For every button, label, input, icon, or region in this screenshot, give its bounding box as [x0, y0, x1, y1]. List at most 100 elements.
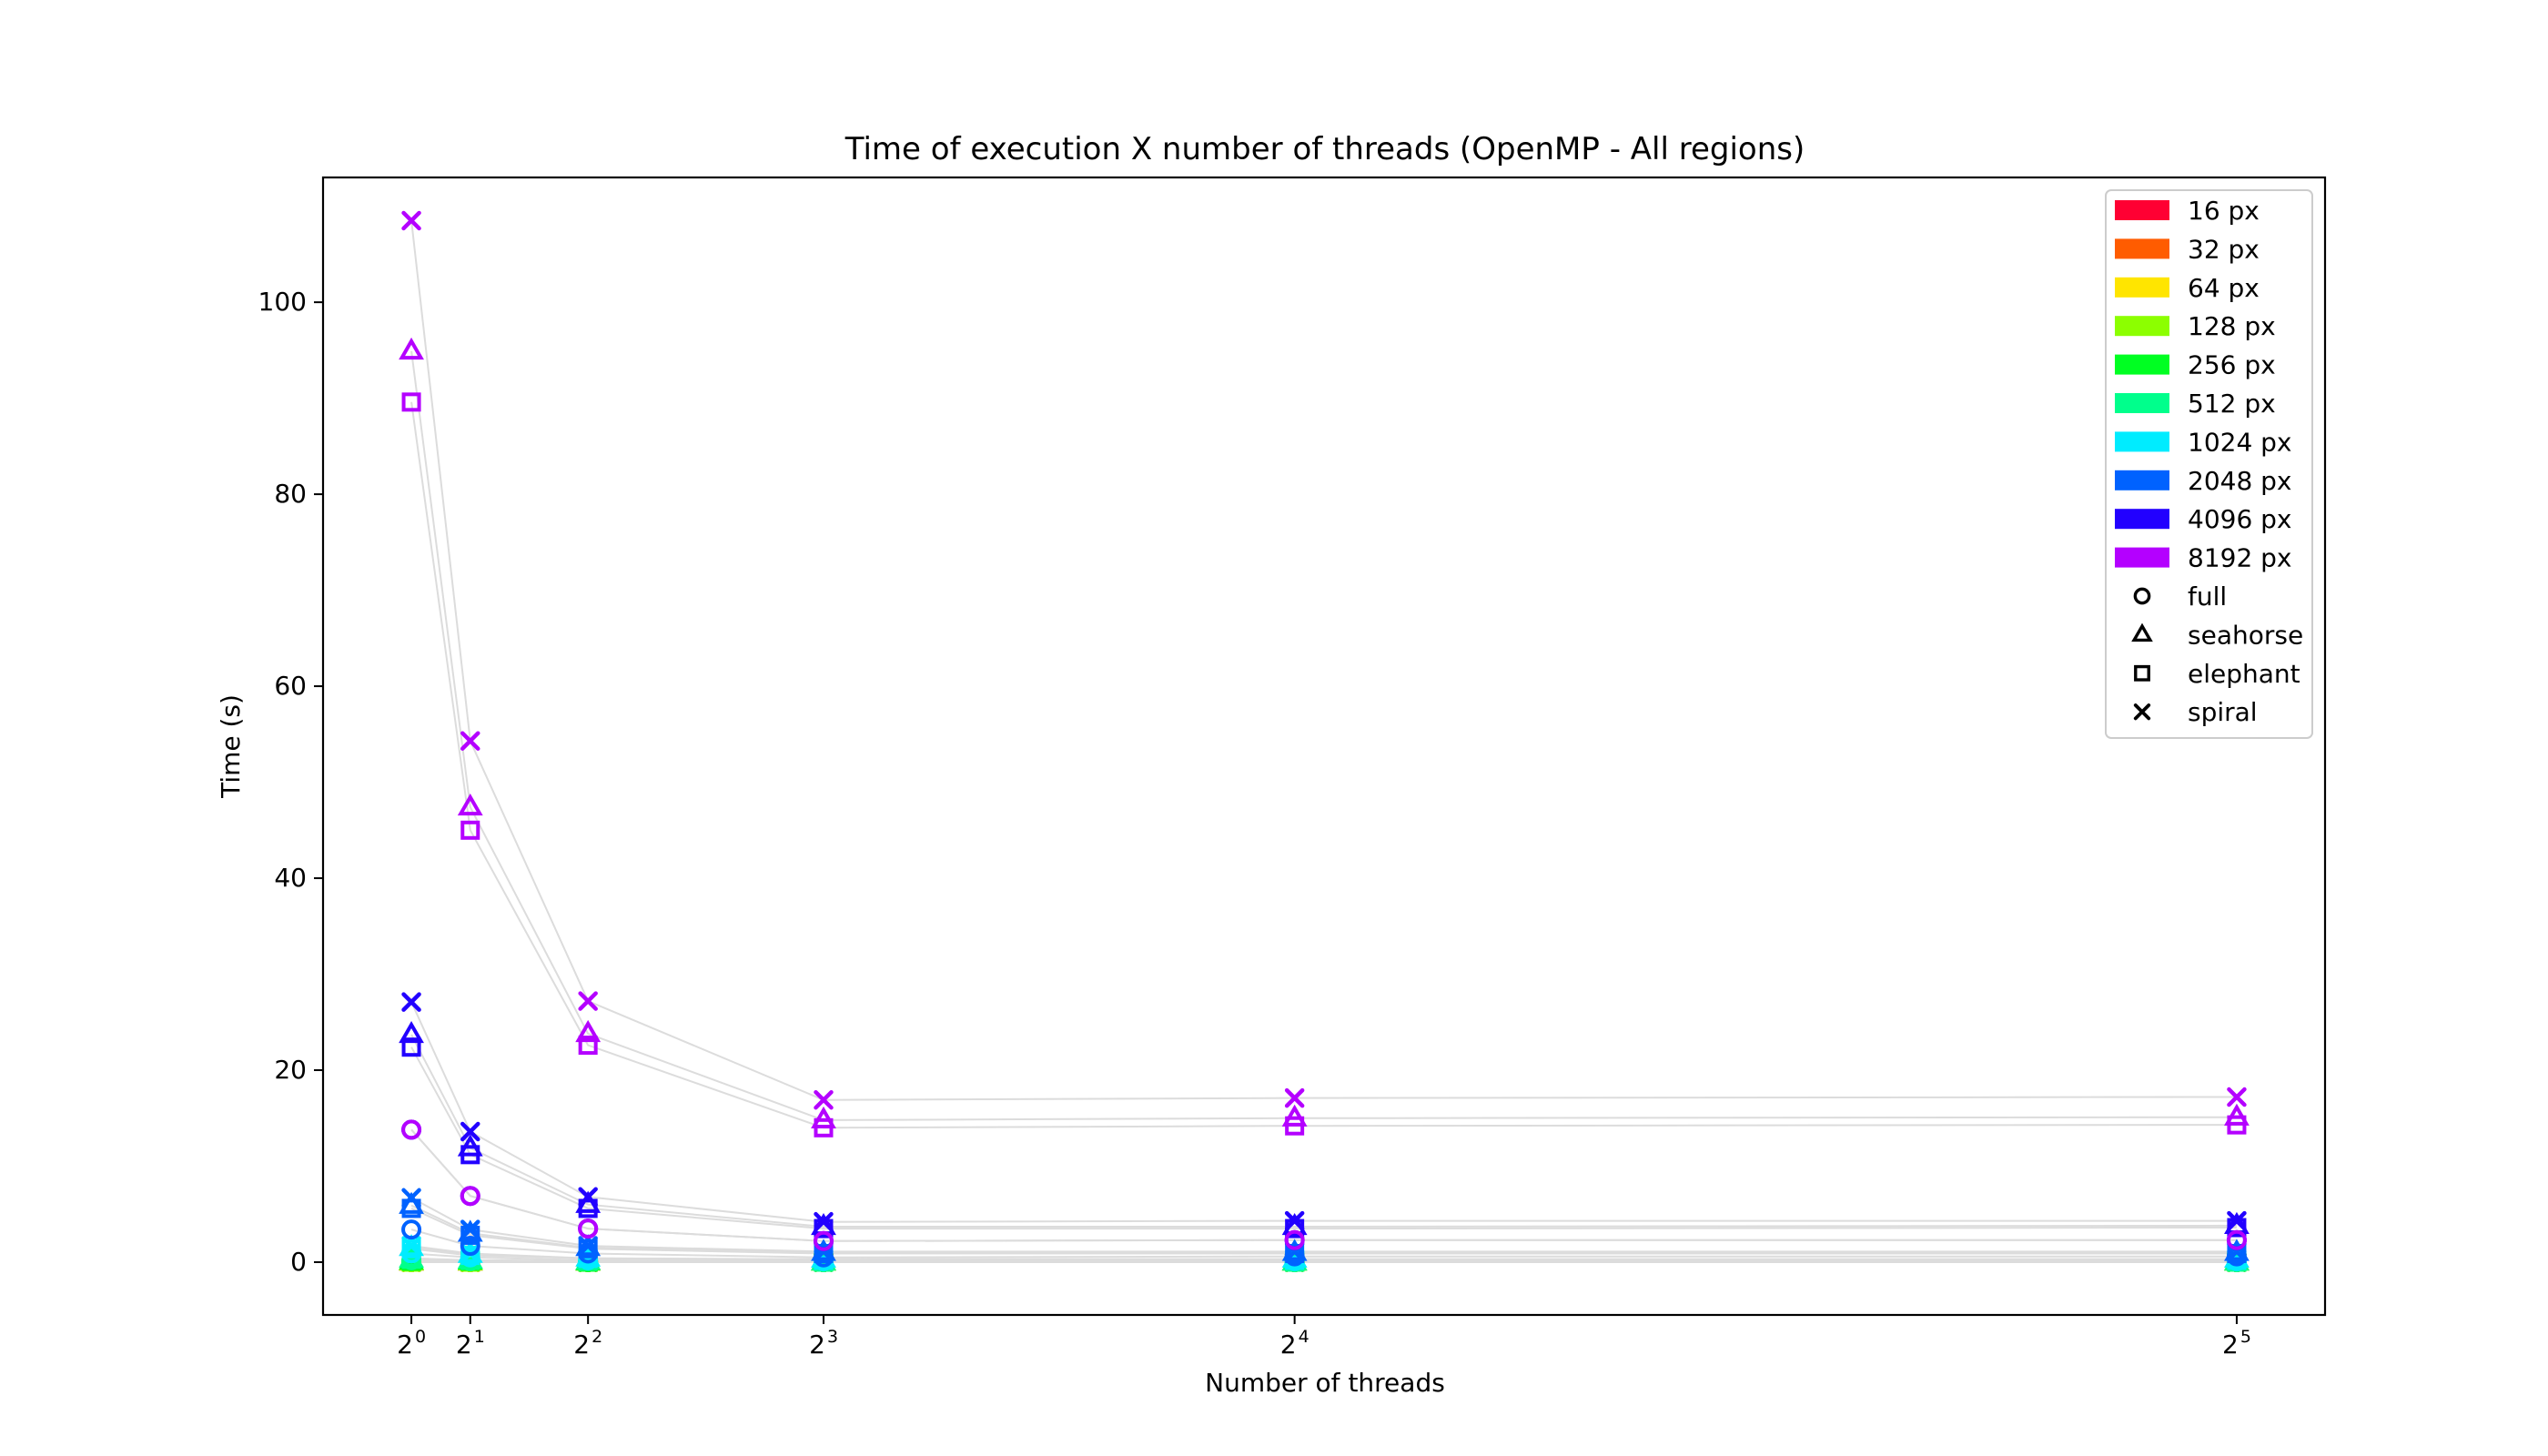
data-point	[814, 1117, 834, 1138]
data-point	[401, 1119, 422, 1140]
data-point	[401, 1239, 421, 1259]
data-point	[575, 1234, 602, 1257]
data-point	[401, 392, 421, 412]
x-tick-label: 2	[1280, 1330, 1297, 1360]
x-tick-label: 2	[2222, 1330, 2239, 1360]
data-point	[814, 1211, 834, 1232]
legend-label: 2048 px	[2188, 466, 2292, 496]
legend-label: spiral	[2188, 697, 2258, 727]
series-line	[410, 1207, 2237, 1255]
data-point	[814, 1243, 834, 1263]
x-tick-label: 2	[809, 1330, 825, 1360]
legend-label: 64 px	[2188, 273, 2260, 303]
legend-label: elephant	[2188, 659, 2300, 689]
data-point	[401, 1236, 421, 1256]
data-point	[2227, 1115, 2247, 1135]
data-point	[578, 991, 598, 1011]
y-axis-label: Time (s)	[216, 694, 246, 799]
data-point	[1285, 1116, 1305, 1136]
data-point	[2227, 1210, 2247, 1231]
legend-marker-icon	[2133, 587, 2151, 605]
data-point	[401, 210, 421, 231]
series-line	[410, 1228, 2237, 1259]
data-point	[460, 1145, 480, 1165]
y-axis: 0 20 40 60 80 100	[258, 287, 323, 1277]
data-point	[814, 1089, 834, 1110]
data-point	[2227, 1087, 2247, 1107]
x-axis-label: Number of threads	[1205, 1368, 1445, 1398]
data-point	[811, 1239, 836, 1261]
x-tick-exponent: 1	[474, 1327, 485, 1347]
data-point	[460, 1186, 480, 1207]
data-point	[2224, 1239, 2250, 1261]
data-point	[575, 1019, 602, 1043]
legend: 16 px 32 px 64 px 128 px 256 px 512 px 1024 px…	[2105, 189, 2313, 739]
data-point	[460, 1246, 480, 1266]
data-point	[1284, 1087, 1305, 1108]
data-point	[401, 1188, 421, 1208]
legend-label: 1024 px	[2188, 427, 2292, 457]
data-point	[814, 1230, 834, 1251]
legend-label: 16 px	[2188, 196, 2260, 226]
y-tick-label: 20	[274, 1055, 307, 1085]
legend-color-swatch	[2115, 393, 2169, 413]
data-point	[401, 1037, 421, 1057]
legend-color-swatch	[2115, 547, 2169, 568]
x-tick-exponent: 3	[827, 1327, 838, 1347]
legend-color-swatch	[2115, 200, 2169, 220]
series-line	[410, 1034, 2237, 1228]
series-line	[410, 1245, 2237, 1260]
legend-color-swatch	[2115, 316, 2169, 337]
data-point	[399, 337, 424, 360]
y-tick-label: 100	[258, 287, 307, 317]
data-point	[2226, 1229, 2247, 1250]
data-point	[460, 820, 480, 840]
data-point	[1285, 1243, 1305, 1263]
data-point	[578, 1236, 598, 1256]
legend-color-swatch	[2115, 277, 2169, 298]
series-line	[410, 1128, 2237, 1242]
data-point	[578, 1036, 598, 1056]
data-point	[1284, 1229, 1305, 1250]
series-line	[410, 1197, 2237, 1253]
legend-marker-icon	[2134, 664, 2150, 682]
data-point	[399, 1234, 424, 1257]
chart-title: Time of execution X number of threads (O…	[844, 131, 1805, 167]
series-line	[410, 1001, 2237, 1223]
series-line	[410, 350, 2237, 1121]
legend-label: 4096 px	[2188, 504, 2292, 534]
legend-marker-icon	[2133, 703, 2151, 721]
legend-marker-icon	[2131, 622, 2153, 642]
data-point	[1284, 1210, 1305, 1231]
plot-area-frame	[321, 176, 2327, 1317]
y-tick-label: 60	[274, 671, 307, 701]
legend-color-swatch	[2115, 470, 2169, 490]
data-point	[460, 1121, 480, 1142]
x-tick-exponent: 4	[1299, 1327, 1309, 1347]
data-point	[457, 793, 483, 816]
legend-label: 512 px	[2188, 389, 2276, 419]
data-point	[460, 1219, 480, 1239]
data-point	[578, 1218, 599, 1239]
x-tick-exponent: 5	[2240, 1327, 2251, 1347]
x-tick-label: 2	[397, 1330, 413, 1360]
series-line	[410, 1046, 2237, 1230]
y-tick-label: 40	[274, 863, 307, 893]
legend-label: 128 px	[2188, 311, 2276, 341]
y-tick-label: 0	[290, 1247, 307, 1277]
legend-label: full	[2188, 581, 2227, 612]
series-line	[410, 401, 2237, 1129]
x-tick-label: 2	[573, 1330, 590, 1360]
legend-color-swatch	[2115, 354, 2169, 375]
data-point	[401, 1219, 422, 1240]
data-point	[578, 1187, 598, 1207]
data-point	[401, 992, 421, 1012]
x-tick-exponent: 2	[592, 1327, 602, 1347]
x-tick-exponent: 0	[415, 1327, 426, 1347]
legend-label: 32 px	[2188, 234, 2260, 264]
legend-color-swatch	[2115, 509, 2169, 530]
legend-label: 256 px	[2188, 350, 2276, 380]
legend-color-swatch	[2115, 238, 2169, 259]
